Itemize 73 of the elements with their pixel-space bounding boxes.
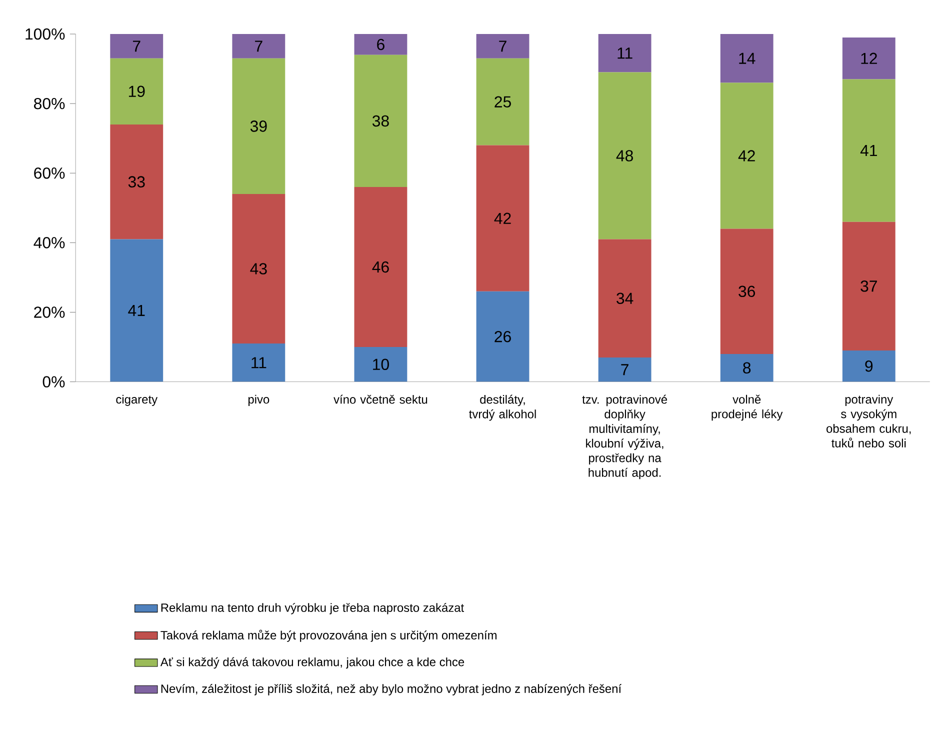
data-label: 38 <box>372 115 389 127</box>
data-label: 7 <box>499 40 506 52</box>
x-tick-label: pivo <box>248 394 270 406</box>
bar <box>476 145 530 292</box>
y-tick-label: 80% <box>34 98 65 110</box>
bar <box>720 34 774 83</box>
data-label: 19 <box>128 86 145 97</box>
bar <box>598 357 652 382</box>
data-label: 42 <box>738 150 755 162</box>
data-label: 7 <box>133 40 140 52</box>
bar <box>842 79 896 222</box>
bar <box>354 34 408 55</box>
data-label: 34 <box>616 292 634 304</box>
x-tick-label: volně prodejné léky <box>712 394 783 421</box>
y-tick-label: 20% <box>34 306 65 318</box>
x-tick-label: tzv. potravinové doplňky multivitamíny, kloubní výživa, prostředky na hubnutí apod. <box>582 394 668 480</box>
data-label: 25 <box>494 96 511 108</box>
data-label: 14 <box>739 52 756 64</box>
bar <box>842 37 896 80</box>
data-label: 48 <box>616 150 633 162</box>
data-label: 41 <box>128 304 145 316</box>
data-label: 36 <box>738 286 756 297</box>
data-label: 41 <box>860 144 877 156</box>
bar <box>598 72 652 240</box>
data-label: 42 <box>494 212 511 224</box>
bar <box>476 291 530 382</box>
data-label: 11 <box>252 357 266 368</box>
data-label: 9 <box>865 360 873 372</box>
data-label: 33 <box>128 176 145 188</box>
legend-label: Ať si každý dává takovou reklamu, jakou chce a kde chce <box>160 657 464 669</box>
data-label: 6 <box>377 38 384 50</box>
bar <box>110 124 164 240</box>
bar <box>598 239 652 358</box>
data-label: 26 <box>494 330 511 342</box>
bar <box>354 186 408 347</box>
x-tick-label: destiláty, tvrdý alkohol <box>469 394 536 421</box>
bar <box>232 34 286 58</box>
bar <box>842 350 896 382</box>
bar <box>110 34 164 58</box>
bar <box>720 354 774 382</box>
bar <box>232 194 286 344</box>
data-label: 46 <box>372 261 389 273</box>
bar <box>842 222 896 350</box>
data-label: 11 <box>618 48 632 59</box>
bar <box>232 343 286 382</box>
y-tick-label: 100% <box>26 28 65 40</box>
data-label: 7 <box>621 364 628 376</box>
bar <box>354 54 408 187</box>
bar <box>476 34 530 58</box>
data-label: 7 <box>255 40 262 52</box>
legend-label: Nevím, záležitost je příliš složitá, než aby bylo možno vybrat jedno z nabízených řešení <box>161 684 622 696</box>
data-label: 8 <box>743 362 751 374</box>
data-label: 39 <box>250 120 267 132</box>
y-tick-label: 40% <box>34 236 65 248</box>
bar <box>476 58 530 146</box>
y-tick-label: 60% <box>34 167 65 179</box>
data-label: 37 <box>860 280 877 292</box>
bar <box>720 228 774 354</box>
bar <box>110 239 164 382</box>
bar <box>232 58 286 194</box>
x-tick-label: cigarety <box>116 394 158 406</box>
bar <box>110 58 164 124</box>
bar <box>354 346 408 382</box>
bar <box>598 34 652 72</box>
x-tick-label: víno včetně sektu <box>334 394 428 404</box>
x-tick-label: potraviny s vysokým obsahem cukru, tuků nebo soli <box>826 394 911 448</box>
bar <box>720 82 774 229</box>
data-label: 12 <box>861 52 877 64</box>
y-tick-label: 0% <box>42 376 65 388</box>
data-label: 10 <box>373 358 389 370</box>
data-label: 43 <box>250 263 267 274</box>
legend-label: Taková reklama může být provozována jen s určitým omezením <box>160 630 496 642</box>
legend-label: Reklamu na tento druh výrobku je třeba naprosto zakázat <box>161 602 464 614</box>
